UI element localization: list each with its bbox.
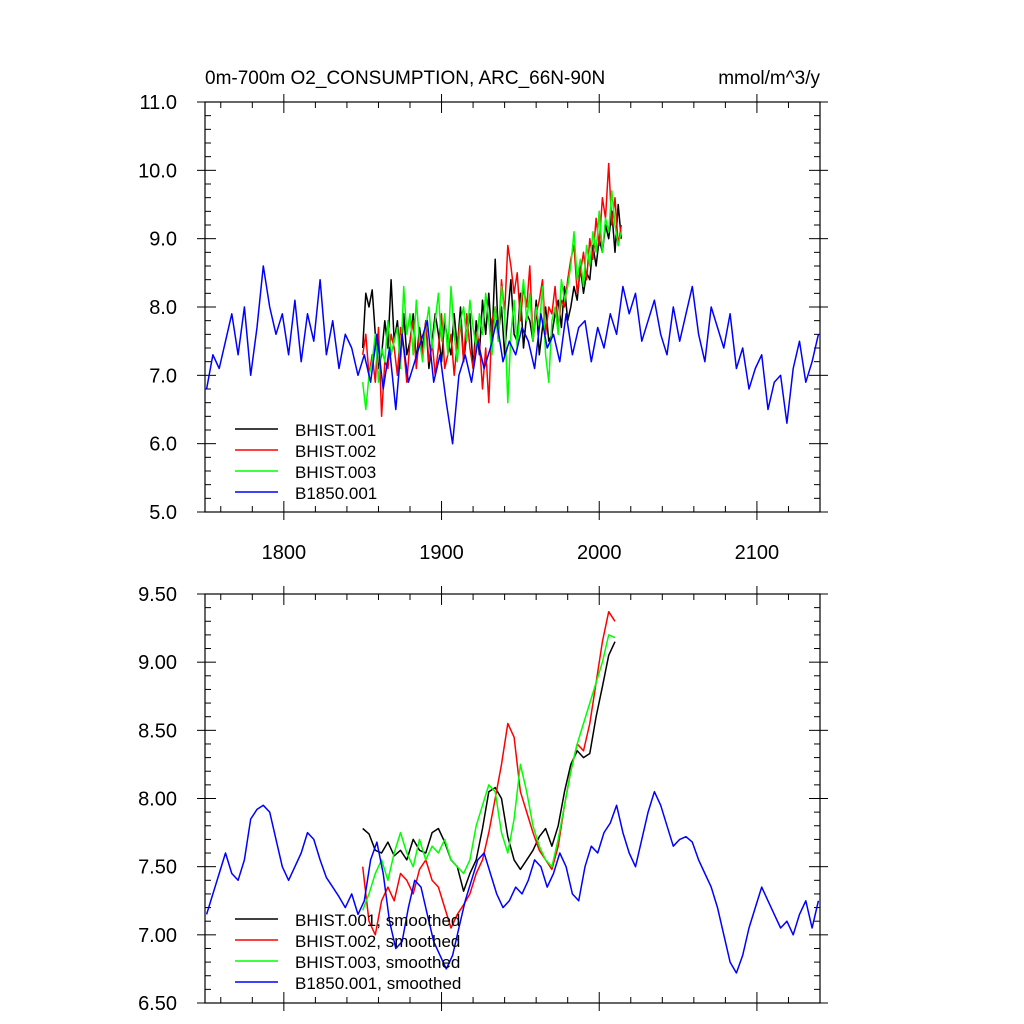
bottom-legend-label-2: BHIST.002, smoothed [295, 932, 460, 951]
top-y-tick-label: 7.0 [149, 365, 177, 387]
top-series-line-4 [205, 265, 820, 445]
bottom-panel: 6.50 7.00 7.50 8.00 8.50 9.00 9.50 BHIST.001, … [138, 584, 828, 1015]
top-panel-title: 0m-700m O2_CONSUMPTION, ARC_66N-90N [205, 68, 605, 89]
top-x-tick-label: 1900 [419, 542, 464, 564]
bottom-y-tick-label: 7.00 [138, 925, 177, 947]
bottom-y-tick-label: 9.00 [138, 652, 177, 674]
top-y-tick-label: 10.0 [138, 160, 177, 182]
top-panel-legend: BHIST.001 BHIST.002 BHIST.003 B1850.001 [235, 421, 377, 503]
top-panel-series [205, 162, 820, 445]
top-x-tick-label: 1800 [262, 542, 307, 564]
bottom-legend-label-3: BHIST.003, smoothed [295, 953, 460, 972]
bottom-y-tick-label: 9.50 [138, 584, 177, 606]
bottom-series-line-3 [361, 634, 616, 911]
top-panel-axes: 1800 1900 2000 2100 5.0 6.0 7.0 8.0 9.0 10.0 11.0 [138, 92, 828, 564]
top-series-line-3 [361, 190, 623, 411]
top-series-line-2 [361, 162, 623, 418]
bottom-legend-label-1: BHIST.001, smoothed [295, 911, 460, 930]
bottom-legend-label-4: B1850.001, smoothed [295, 974, 461, 993]
bottom-panel-series [205, 610, 820, 974]
top-legend-label-4: B1850.001 [295, 484, 377, 503]
top-legend-label-1: BHIST.001 [295, 421, 376, 440]
bottom-y-tick-label: 8.00 [138, 789, 177, 811]
top-y-tick-label: 8.0 [149, 297, 177, 319]
top-y-tick-label: 9.0 [149, 229, 177, 251]
bottom-series-line-4 [205, 790, 820, 974]
top-y-tick-label: 5.0 [149, 502, 177, 524]
bottom-panel-legend: BHIST.001, smoothed BHIST.002, smoothed BH… [235, 911, 461, 993]
top-panel: 0m-700m O2_CONSUMPTION, ARC_66N-90N mmol… [138, 68, 828, 564]
bottom-y-tick-label: 8.50 [138, 720, 177, 742]
bottom-panel-axes: 6.50 7.00 7.50 8.00 8.50 9.00 9.50 [138, 584, 828, 1015]
top-legend-label-3: BHIST.003 [295, 463, 376, 482]
bottom-y-tick-label: 6.50 [138, 993, 177, 1015]
top-x-tick-label: 2000 [577, 542, 622, 564]
top-y-tick-label: 6.0 [149, 434, 177, 456]
top-panel-units: mmol/m^3/y [718, 68, 820, 89]
top-x-tick-label: 2100 [735, 542, 780, 564]
bottom-y-tick-label: 7.50 [138, 857, 177, 879]
top-legend-label-2: BHIST.002 [295, 442, 376, 461]
top-y-tick-label: 11.0 [140, 92, 177, 114]
